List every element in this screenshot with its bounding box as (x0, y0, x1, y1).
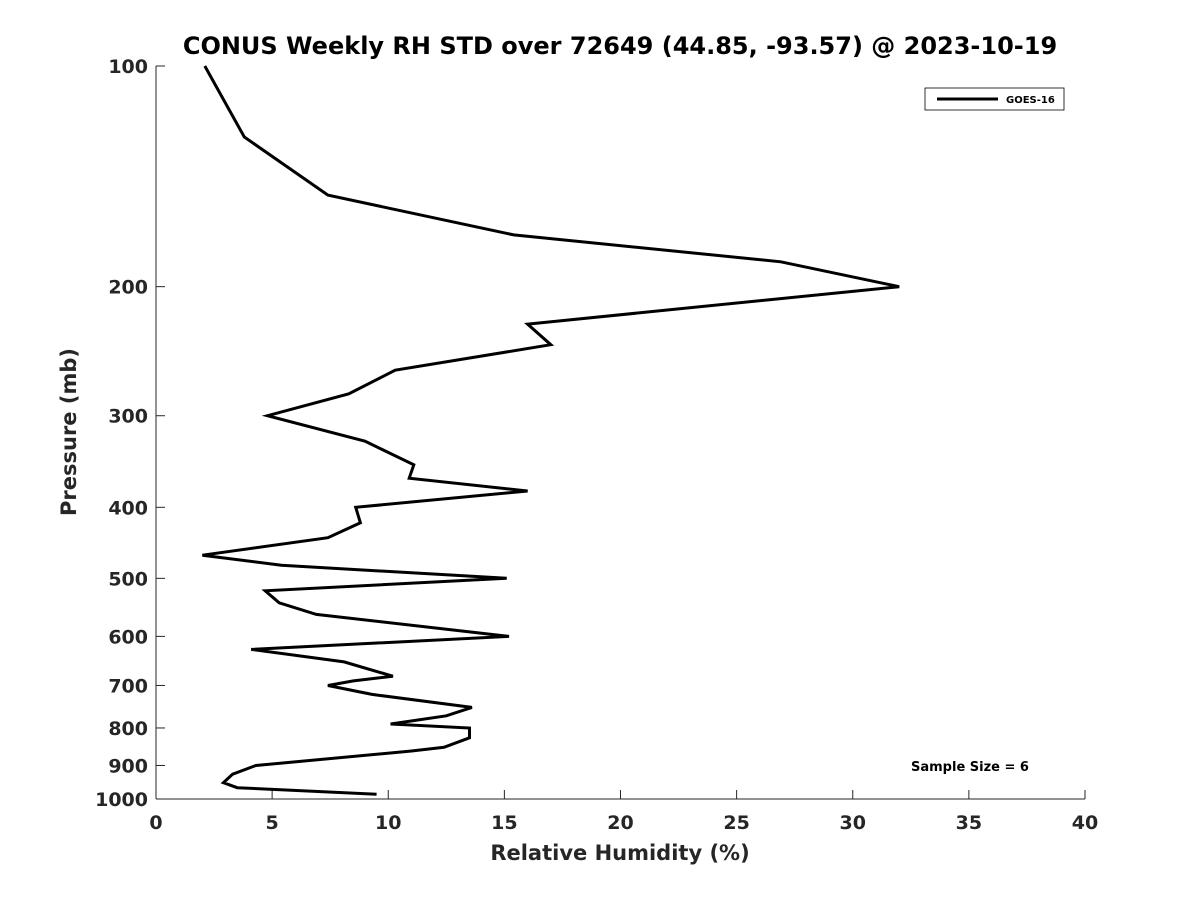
x-tick-label: 25 (723, 812, 749, 834)
x-axis-label: Relative Humidity (%) (490, 841, 749, 865)
legend: GOES-16 (924, 87, 1065, 111)
series-group (202, 65, 900, 796)
y-tick-label: 600 (108, 626, 148, 648)
y-tick-label: 700 (108, 675, 148, 697)
y-tick-label: 400 (108, 497, 148, 519)
plot-axes (155, 66, 1085, 800)
y-tick-label: 300 (108, 406, 148, 428)
y-tick-label: 500 (108, 568, 148, 590)
y-tick-label: 1000 (95, 789, 148, 811)
y-tick-label: 200 (108, 277, 148, 299)
y-tick-label: 800 (108, 718, 148, 740)
x-tick-label: 20 (607, 812, 633, 834)
x-tick-label: 40 (1072, 812, 1098, 834)
x-tick-label: 5 (266, 812, 279, 834)
sample-size-annotation: Sample Size = 6 (911, 760, 1029, 775)
axis-ticks: 0 5 10 15 20 25 30 35 40 100 200 300 400 500 600 700 800… (95, 56, 1098, 834)
x-tick-label: 15 (491, 812, 517, 834)
chart-title: CONUS Weekly RH STD over 72649 (44.85, -… (183, 32, 1057, 60)
legend-label: GOES-16 (1006, 95, 1055, 106)
x-tick-label: 0 (149, 812, 162, 834)
x-tick-label: 30 (840, 812, 866, 834)
x-tick-label: 10 (375, 812, 401, 834)
x-tick-label: 35 (956, 812, 982, 834)
series-line-goes-16 (202, 65, 900, 796)
y-tick-label: 100 (108, 56, 148, 78)
y-axis-label: Pressure (mb) (57, 348, 81, 516)
y-tick-label: 900 (108, 755, 148, 777)
